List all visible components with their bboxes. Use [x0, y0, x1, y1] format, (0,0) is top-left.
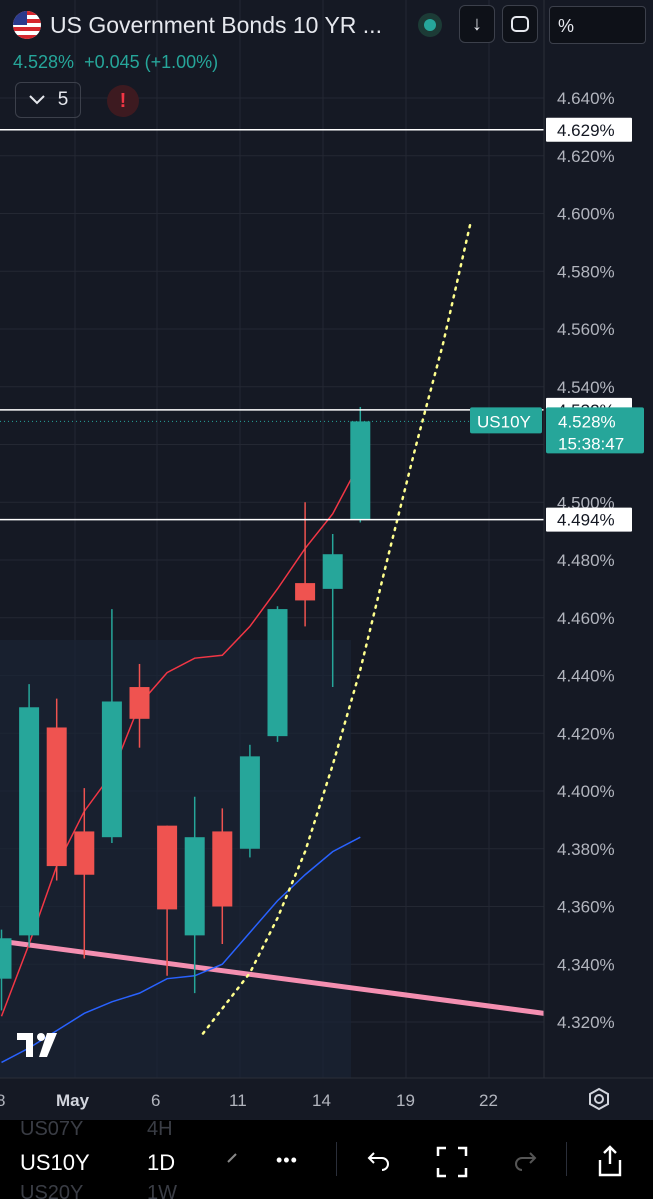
- draw-pen-icon[interactable]: [222, 1148, 242, 1168]
- ghost-symbol-below: US20Y: [20, 1182, 84, 1199]
- chevron-down-icon: [28, 95, 45, 105]
- redo-icon[interactable]: [512, 1148, 538, 1174]
- price-tick-label: 4.360%: [557, 898, 615, 917]
- price-tick-label: 4.500%: [557, 493, 615, 512]
- candle[interactable]: [239, 756, 260, 849]
- symbol-tag-label: US10Y: [477, 412, 531, 431]
- price-tick-label: 4.380%: [557, 840, 615, 859]
- indicators-toggle[interactable]: 5: [15, 82, 81, 118]
- ghost-interval-above: 4H: [147, 1118, 173, 1140]
- symbol-tag: [470, 407, 542, 434]
- current-price-label: 4.528%: [558, 412, 616, 431]
- settings-gear-icon[interactable]: [589, 1087, 609, 1111]
- candle-countdown: 15:38:47: [558, 434, 624, 453]
- level-price-tag: [546, 117, 632, 142]
- fullscreen-select-icon[interactable]: [436, 1146, 468, 1178]
- price-tick-label: 4.340%: [557, 955, 615, 974]
- trendline[interactable]: [0, 938, 545, 1016]
- price-tick-label: 4.580%: [557, 262, 615, 281]
- price-tick-label: 4.420%: [557, 724, 615, 743]
- level-price-label: 4.494%: [557, 511, 615, 530]
- candle[interactable]: [129, 687, 150, 719]
- fullscreen-button[interactable]: [502, 5, 538, 43]
- toolbar-divider: [336, 1142, 337, 1176]
- more-icon[interactable]: •••: [276, 1150, 298, 1170]
- chart-area[interactable]: 4.640% 4.620% 4.600% 4.580% 4.560% 4.540% 4.52…: [0, 0, 653, 1120]
- price-tick-label: 4.460%: [557, 609, 615, 628]
- candle[interactable]: [19, 707, 40, 936]
- candle[interactable]: [350, 421, 371, 520]
- last-price: 4.528%: [13, 52, 75, 72]
- level-price-label: 4.629%: [557, 121, 615, 140]
- ghost-interval-below: 1W: [147, 1182, 177, 1199]
- us-flag-icon: [13, 11, 41, 39]
- toolbar-divider: [566, 1142, 567, 1176]
- download-button[interactable]: ↓: [459, 5, 495, 43]
- price-tick-label: 4.620%: [557, 147, 615, 166]
- candle[interactable]: [184, 837, 205, 936]
- time-tick-label: 6: [151, 1091, 160, 1110]
- interval-selector[interactable]: 1D: [147, 1150, 176, 1175]
- symbol-selector[interactable]: US10Y: [20, 1150, 90, 1175]
- price-tick-label: 4.480%: [557, 551, 615, 570]
- share-icon[interactable]: [594, 1144, 626, 1178]
- candle[interactable]: [322, 554, 343, 589]
- tradingview-logo: [17, 1033, 57, 1057]
- candle[interactable]: [0, 938, 12, 979]
- bottom-toolbar: US07Y 4H US10Y 1D US20Y 1W •••: [0, 1118, 653, 1199]
- time-tick-label: 22: [479, 1091, 498, 1110]
- price-quote: 4.528% +0.045 (+1.00%): [13, 52, 218, 73]
- price-change: +0.045 (+1.00%): [84, 52, 219, 72]
- candle[interactable]: [212, 831, 233, 907]
- level-price-tag: [546, 507, 632, 532]
- indicator-count: 5: [57, 89, 69, 110]
- undo-icon[interactable]: [366, 1148, 392, 1174]
- symbol-title[interactable]: US Government Bonds 10 YR ...: [50, 12, 382, 38]
- fullscreen-icon: [511, 16, 529, 32]
- time-tick-label: May: [56, 1091, 90, 1110]
- candle[interactable]: [267, 609, 288, 737]
- time-tick-label: 14: [312, 1091, 331, 1110]
- current-price-tag: [546, 407, 644, 454]
- dotted-projection[interactable]: [201, 220, 472, 1035]
- ghost-symbol-above: US07Y: [20, 1118, 84, 1140]
- candle[interactable]: [74, 831, 95, 875]
- price-tick-label: 4.320%: [557, 1013, 615, 1032]
- price-tick-label: 4.560%: [557, 320, 615, 339]
- chart-header: US Government Bonds 10 YR ... ↓ % 4.528%…: [0, 0, 653, 130]
- candle[interactable]: [295, 583, 316, 601]
- candle[interactable]: [101, 701, 122, 838]
- price-chart[interactable]: 4.640% 4.620% 4.600% 4.580% 4.560% 4.540% 4.52…: [0, 0, 653, 1120]
- price-tick-label: 4.540%: [557, 378, 615, 397]
- moving-average-blue: [1, 836, 361, 1064]
- candle[interactable]: [157, 825, 178, 910]
- arrow-down-icon: ↓: [472, 12, 482, 35]
- candle[interactable]: [46, 727, 67, 867]
- time-tick-label: 8: [0, 1091, 5, 1110]
- price-tick-label: 4.640%: [557, 89, 615, 108]
- time-tick-label: 19: [396, 1091, 415, 1110]
- price-tick-label: 4.440%: [557, 667, 615, 686]
- price-tick-label: 4.400%: [557, 782, 615, 801]
- time-tick-label: 11: [229, 1091, 247, 1110]
- scale-selector[interactable]: %: [549, 6, 646, 44]
- market-open-indicator: [418, 13, 442, 37]
- warning-icon[interactable]: !: [107, 85, 139, 117]
- price-tick-label: 4.600%: [557, 205, 615, 224]
